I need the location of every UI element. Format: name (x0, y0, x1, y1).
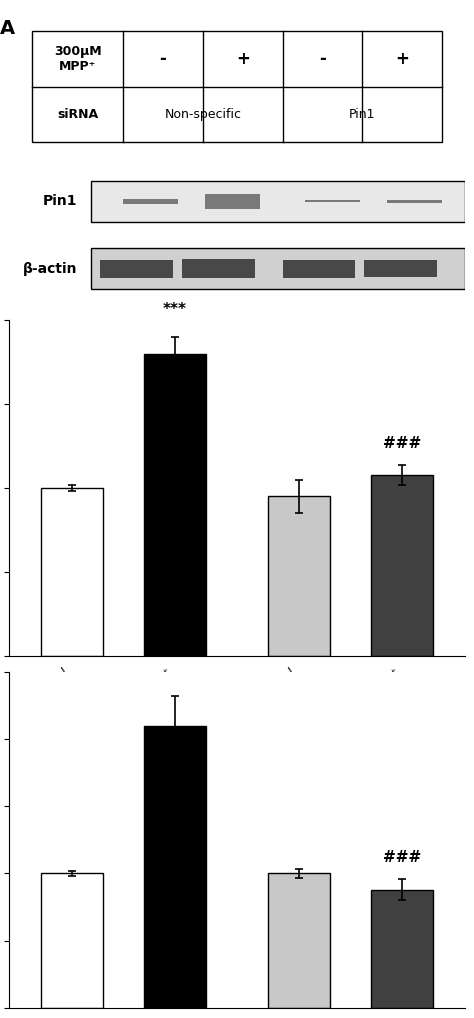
Text: -: - (160, 50, 166, 67)
Bar (365, 261, 437, 277)
Bar (268, 873, 330, 1008)
Bar (283, 260, 356, 278)
Bar (372, 474, 434, 656)
Text: +: + (395, 50, 409, 67)
Text: -: - (319, 50, 326, 67)
Bar (40, 488, 102, 656)
Bar (182, 260, 255, 278)
Bar (205, 193, 260, 209)
Text: +: + (236, 50, 250, 67)
Text: 300μM
MPP⁺: 300μM MPP⁺ (54, 45, 101, 72)
Bar (32, 31, 442, 143)
Text: Non-specific: Non-specific (164, 108, 241, 121)
Bar (144, 726, 206, 1008)
Bar (123, 199, 178, 204)
Bar (387, 200, 442, 203)
Text: siRNA: siRNA (57, 108, 98, 121)
Bar (305, 201, 360, 202)
Bar (91, 248, 465, 289)
Text: Pin1: Pin1 (43, 194, 78, 208)
Text: ***: *** (163, 301, 187, 317)
Bar (91, 180, 465, 222)
Text: Pin1 siRNA: Pin1 siRNA (310, 797, 392, 812)
Bar (144, 353, 206, 656)
Bar (40, 873, 102, 1008)
Text: Pin1: Pin1 (349, 108, 375, 121)
Text: ###: ### (383, 436, 421, 451)
Text: β-actin: β-actin (23, 262, 78, 276)
Bar (372, 890, 434, 1008)
Bar (268, 497, 330, 656)
Bar (100, 260, 173, 278)
Text: ###: ### (383, 850, 421, 865)
Text: ***: *** (163, 648, 187, 664)
Text: A: A (0, 19, 16, 38)
Text: Non-specific siRNA: Non-specific siRNA (52, 797, 195, 812)
